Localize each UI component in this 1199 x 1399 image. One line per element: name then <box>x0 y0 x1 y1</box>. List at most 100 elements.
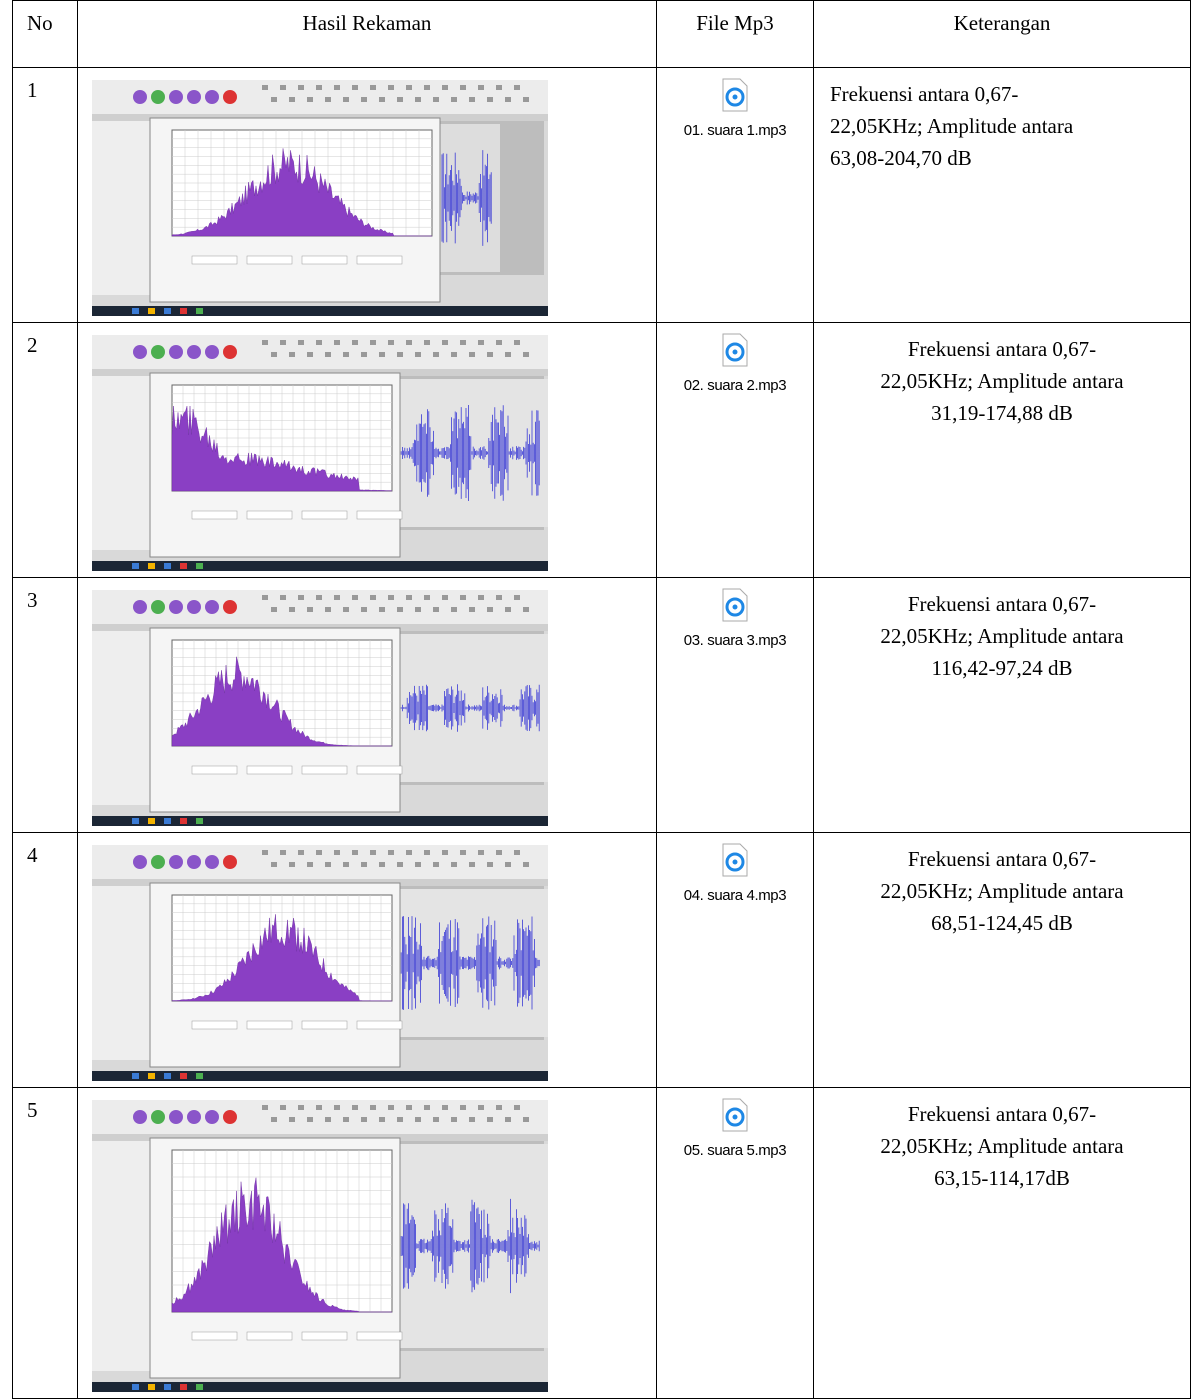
tool-icon <box>316 850 322 855</box>
tool-button <box>133 1110 147 1124</box>
tool-icon <box>370 340 376 345</box>
tool-icon <box>352 850 358 855</box>
taskbar-icon <box>180 1073 187 1079</box>
screenshot <box>92 327 548 571</box>
tool-button <box>187 345 201 359</box>
tool-icon <box>262 595 268 600</box>
recording-cell <box>78 323 657 578</box>
tool-icon <box>478 850 484 855</box>
tool-icon <box>487 97 493 102</box>
tool-icon <box>478 595 484 600</box>
tool-icon <box>298 595 304 600</box>
description-line: 22,05KHz; Amplitude antara <box>830 110 1190 142</box>
title-bar <box>92 327 548 335</box>
dialog-control <box>192 1021 237 1029</box>
row-number: 4 <box>13 833 78 1088</box>
tool-button <box>223 600 237 614</box>
tool-button <box>151 345 165 359</box>
tool-icon <box>505 607 511 612</box>
taskbar-icon <box>196 1073 203 1079</box>
tool-icon <box>352 340 358 345</box>
description-line: 22,05KHz; Amplitude antara <box>814 365 1190 397</box>
dialog-control <box>192 511 237 519</box>
tool-icon <box>514 850 520 855</box>
tool-icon <box>442 850 448 855</box>
taskbar-icon <box>148 1073 155 1079</box>
tool-icon <box>415 97 421 102</box>
tool-icon <box>361 352 367 357</box>
header-cell: Keterangan <box>814 1 1191 68</box>
tool-icon <box>415 1117 421 1122</box>
tool-icon <box>388 340 394 345</box>
tool-icon <box>469 352 475 357</box>
description-line: Frekuensi antara 0,67- <box>814 333 1190 365</box>
tool-icon <box>406 850 412 855</box>
screenshot <box>92 1092 548 1392</box>
tool-icon <box>469 1117 475 1122</box>
taskbar-icon <box>196 1384 203 1390</box>
file-cell: 03. suara 3.mp3 <box>657 578 814 833</box>
file-icon <box>721 588 749 622</box>
description-line: Frekuensi antara 0,67- <box>814 588 1190 620</box>
dialog-control <box>357 511 402 519</box>
tool-icon <box>496 85 502 90</box>
tool-icon <box>415 352 421 357</box>
tool-icon <box>505 97 511 102</box>
description-line: 63,15-114,17dB <box>814 1162 1190 1194</box>
file-icon <box>721 843 749 877</box>
tool-button <box>205 855 219 869</box>
taskbar-icon <box>196 818 203 824</box>
taskbar-icon <box>164 1073 171 1079</box>
tool-button <box>205 1110 219 1124</box>
file-name: 04. suara 4.mp3 <box>657 887 813 904</box>
description-line: 31,19-174,88 dB <box>814 397 1190 429</box>
tool-icon <box>280 340 286 345</box>
tool-icon <box>370 85 376 90</box>
tool-icon <box>361 607 367 612</box>
description-cell: Frekuensi antara 0,67-22,05KHz; Amplitud… <box>814 578 1191 833</box>
description-line: Frekuensi antara 0,67- <box>814 1098 1190 1130</box>
tool-icon <box>280 1105 286 1110</box>
taskbar-icon <box>180 308 187 314</box>
tool-icon <box>523 97 529 102</box>
tool-icon <box>352 595 358 600</box>
taskbar-icon <box>164 818 171 824</box>
dialog-control <box>357 1332 402 1340</box>
dialog-control <box>192 766 237 774</box>
track-panel <box>92 1141 152 1371</box>
tool-icon <box>361 1117 367 1122</box>
header-cell: File Mp3 <box>657 1 814 68</box>
dialog-control <box>247 1332 292 1340</box>
table-row: 505. suara 5.mp3Frekuensi antara 0,67-22… <box>13 1088 1191 1399</box>
recording-cell <box>78 1088 657 1399</box>
recording-cell <box>78 833 657 1088</box>
header-row: No Hasil Rekaman File Mp3 Keterangan <box>13 1 1191 68</box>
tool-icon <box>271 97 277 102</box>
table-row: 404. suara 4.mp3Frekuensi antara 0,67-22… <box>13 833 1191 1088</box>
tool-button <box>169 345 183 359</box>
description-line: 22,05KHz; Amplitude antara <box>814 1130 1190 1162</box>
tool-button <box>187 90 201 104</box>
tool-icon <box>433 352 439 357</box>
tool-button <box>169 600 183 614</box>
row-number: 3 <box>13 578 78 833</box>
tool-icon <box>415 862 421 867</box>
tool-icon <box>442 1105 448 1110</box>
tool-icon <box>451 1117 457 1122</box>
tool-icon <box>424 1105 430 1110</box>
file-name: 02. suara 2.mp3 <box>657 377 813 394</box>
tool-icon <box>478 85 484 90</box>
taskbar-icon <box>132 308 139 314</box>
file-cell: 05. suara 5.mp3 <box>657 1088 814 1399</box>
description-line: 63,08-204,70 dB <box>830 142 1190 174</box>
taskbar-icon <box>132 1384 139 1390</box>
tool-button <box>223 1110 237 1124</box>
dialog-control <box>247 1021 292 1029</box>
dialog-control <box>302 1021 347 1029</box>
description-cell: Frekuensi antara 0,67-22,05KHz; Amplitud… <box>814 323 1191 578</box>
tool-icon <box>343 97 349 102</box>
tool-icon <box>406 85 412 90</box>
track-panel <box>92 121 152 295</box>
